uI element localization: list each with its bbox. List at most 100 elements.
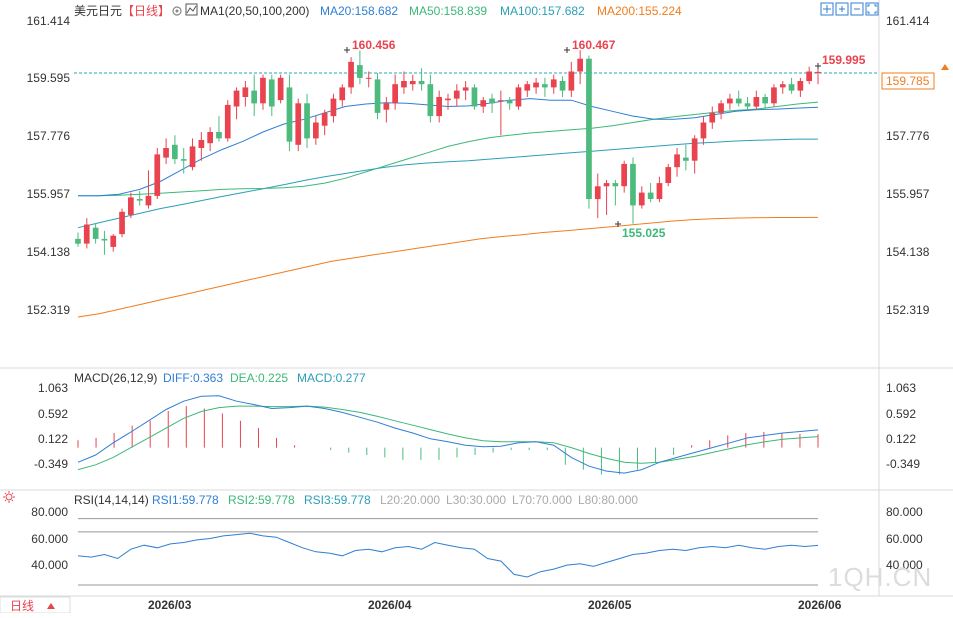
candle: [621, 160, 627, 193]
candle: [286, 74, 293, 152]
price-tick-left: 157.776: [27, 129, 71, 143]
candle-body: [630, 163, 636, 206]
candle: [110, 234, 117, 252]
candle-body: [727, 98, 733, 104]
candle: [154, 147, 161, 200]
candle-body: [216, 132, 222, 139]
candle-body: [321, 112, 328, 126]
candle: [304, 93, 310, 148]
indicator-icon[interactable]: [185, 3, 198, 16]
candle-body: [683, 157, 689, 161]
candle: [665, 163, 672, 187]
candle: [392, 74, 398, 110]
candle-body: [489, 98, 495, 104]
candle: [374, 73, 381, 120]
expand-icon[interactable]: [820, 2, 834, 16]
ma200-line: [77, 216, 819, 318]
rsi-line: [77, 532, 819, 578]
candle-body: [374, 79, 381, 113]
macd-tick-left: 0.122: [38, 432, 68, 446]
candle-body: [577, 58, 583, 72]
candle-body: [383, 103, 390, 110]
candle: [224, 100, 231, 142]
candle-body: [594, 186, 601, 200]
candle-body: [180, 159, 187, 161]
candle-body: [313, 122, 319, 139]
candle-body: [145, 195, 152, 206]
macd-tick-right: 1.063: [886, 381, 916, 395]
candle-body: [189, 146, 196, 168]
candle-body: [515, 87, 522, 107]
candle: [612, 179, 619, 206]
fullscreen-icon[interactable]: [865, 2, 879, 16]
rsi-title: RSI(14,14,14): [74, 493, 149, 507]
candle-body: [198, 140, 205, 148]
candle-body: [797, 81, 804, 91]
rsi-tick-left: 60.000: [31, 532, 68, 546]
candle: [594, 173, 601, 219]
candle-body: [647, 192, 654, 199]
zoom-out-icon[interactable]: [850, 2, 864, 16]
candle-body: [638, 192, 645, 206]
candle-body: [674, 154, 680, 168]
low-label: 155.025: [622, 226, 666, 240]
candle: [207, 127, 213, 152]
zoom-in-icon[interactable]: [835, 2, 849, 16]
ma100-value: MA100:157.682: [500, 4, 585, 18]
period-button[interactable]: 日线: [0, 596, 71, 614]
candle-body: [586, 58, 592, 200]
candle-body: [357, 65, 363, 78]
candle: [779, 81, 786, 94]
candle: [647, 183, 654, 203]
candle: [409, 74, 416, 91]
last-label: 159.995: [822, 53, 866, 67]
candle: [365, 71, 372, 88]
candle: [603, 179, 610, 215]
candle: [268, 74, 275, 117]
candle: [453, 84, 460, 107]
macd-tick-left: 0.592: [38, 407, 68, 421]
candle: [339, 84, 346, 107]
high2-marker: [564, 47, 570, 53]
macd-dea: DEA:0.225: [230, 371, 288, 385]
candle-body: [753, 97, 760, 107]
candle: [277, 74, 284, 104]
candle: [92, 222, 99, 244]
candle-body: [163, 148, 169, 158]
price-tick-left: 159.595: [27, 71, 71, 85]
candle: [401, 71, 407, 94]
rsi-axis: 80.000 60.000 40.000 80.000 60.000 40.00…: [31, 505, 923, 572]
candle-body: [771, 87, 777, 104]
candle-body: [286, 87, 293, 142]
rsi1-value: RSI1:59.778: [152, 493, 219, 507]
candlesticks: [75, 50, 821, 255]
candle-body: [110, 235, 117, 247]
candle-body: [172, 144, 178, 160]
candle-body: [779, 84, 786, 88]
rsi-l20: L20:20.000: [380, 493, 440, 507]
candle-body: [207, 132, 213, 144]
candle-body: [128, 197, 134, 215]
candle: [418, 68, 425, 91]
main-header: 美元日元 【日线】 MA1(20,50,100,200) MA20:158.68…: [74, 3, 682, 18]
candle-body: [806, 71, 812, 82]
candle: [550, 74, 557, 94]
ma50-value: MA50:158.839: [409, 4, 487, 18]
candle: [700, 116, 707, 145]
candle: [101, 230, 108, 255]
candle: [163, 138, 169, 164]
macd-axis: 1.063 0.592 0.122 -0.349 1.063 0.592 0.1…: [34, 381, 920, 471]
candle: [260, 74, 266, 110]
ma50-line: [78, 101, 819, 197]
candle-body: [295, 103, 302, 145]
settings-icon[interactable]: [172, 6, 182, 16]
candle-body: [304, 103, 310, 139]
candle: [586, 55, 592, 209]
candle-body: [409, 81, 416, 85]
rsi-tick-left: 80.000: [31, 505, 68, 519]
sun-icon[interactable]: [3, 491, 15, 503]
candle-body: [436, 97, 442, 117]
period-label[interactable]: 【日线】: [122, 4, 170, 18]
candle: [709, 106, 716, 129]
low-marker: [615, 221, 621, 227]
